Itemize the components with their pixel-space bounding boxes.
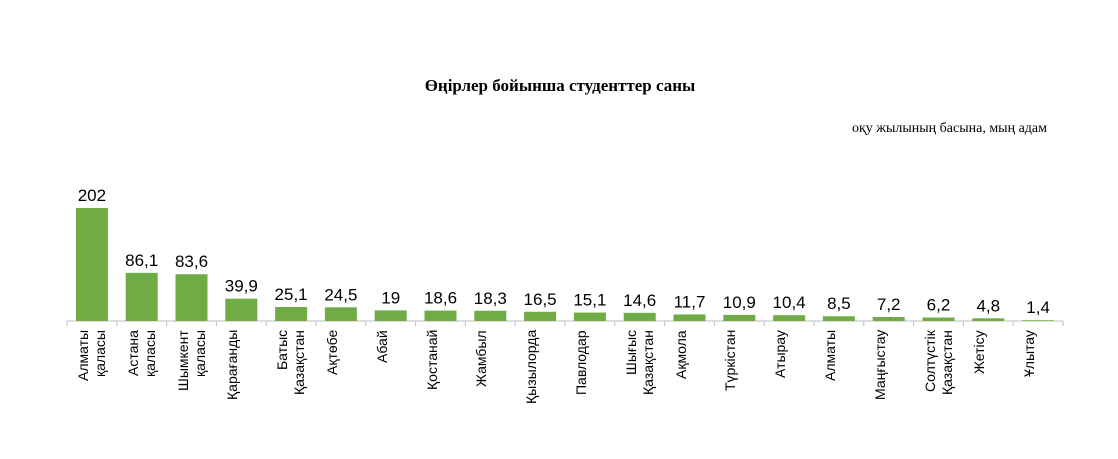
bar xyxy=(673,314,706,321)
x-tick-label: Түркістан xyxy=(722,330,739,392)
bar xyxy=(175,274,208,321)
bar xyxy=(822,316,855,321)
value-label: 19 xyxy=(381,288,400,307)
value-label: 14,6 xyxy=(623,291,656,310)
bar xyxy=(573,312,606,321)
value-label: 24,5 xyxy=(324,285,357,304)
x-tick-label: Маңғыстау xyxy=(871,330,888,401)
value-label: 11,7 xyxy=(674,292,706,311)
chart-subtitle: оқу жылының басына, мың адам xyxy=(852,121,1047,136)
x-tick-label: Абай xyxy=(373,330,390,363)
x-tick-label: Ақмола xyxy=(672,330,689,379)
value-label: 15,1 xyxy=(573,291,606,310)
value-label: 8,5 xyxy=(827,294,851,313)
chart-title: Өңірлер бойынша студенттер саны xyxy=(425,76,696,95)
x-tick-label: Қостанай xyxy=(423,330,440,391)
x-tick-label: Батыс Қазақстан xyxy=(274,330,308,395)
x-tick-label: Жамбыл xyxy=(473,330,490,387)
value-label: 86,1 xyxy=(125,251,158,270)
value-label: 4,8 xyxy=(976,296,1000,315)
value-label: 83,6 xyxy=(175,252,208,271)
x-tick-label: Шымкент қаласы xyxy=(174,330,208,391)
x-tick-label: Ұлытау xyxy=(1021,330,1038,377)
bar xyxy=(972,318,1005,321)
value-label: 25,1 xyxy=(275,285,308,304)
bar xyxy=(474,310,507,321)
bar xyxy=(374,310,407,321)
value-label: 10,9 xyxy=(723,293,756,312)
bar xyxy=(1022,320,1055,321)
value-label: 10,4 xyxy=(773,293,806,312)
bar xyxy=(125,272,158,321)
x-tick-label: Қарағанды xyxy=(224,330,241,401)
bar xyxy=(623,312,656,321)
bar xyxy=(922,317,955,321)
value-label: 1,4 xyxy=(1026,298,1050,317)
x-tick-label: Павлодар xyxy=(572,330,589,395)
x-tick-label: Солтүстік Қазақстан xyxy=(921,330,955,395)
x-tick-label: Алматы қаласы xyxy=(74,330,108,382)
bar xyxy=(424,310,457,321)
x-tick-label: Атырау xyxy=(772,330,789,378)
x-tick-label: Жетісу xyxy=(971,330,988,374)
bar xyxy=(275,306,308,321)
value-label: 16,5 xyxy=(524,290,557,309)
bar xyxy=(723,314,756,321)
value-label: 18,6 xyxy=(424,289,457,308)
x-tick-label: Астана қаласы xyxy=(124,330,158,377)
value-label: 18,3 xyxy=(474,289,507,308)
bar xyxy=(872,316,905,321)
x-tick-label: Ақтөбе xyxy=(323,330,340,376)
x-tick-label: Шығыс Қазақстан xyxy=(622,330,656,395)
value-label: 202 xyxy=(78,186,106,205)
bar xyxy=(773,315,806,321)
value-label: 6,2 xyxy=(927,296,951,315)
x-tick-label: Қызылорда xyxy=(523,330,540,405)
bar xyxy=(75,208,108,321)
value-label: 39,9 xyxy=(225,277,258,296)
bar xyxy=(324,307,357,321)
bar xyxy=(524,311,557,321)
bar xyxy=(225,298,258,321)
x-tick-label: Алматы xyxy=(821,330,838,382)
value-label: 7,2 xyxy=(877,295,901,314)
